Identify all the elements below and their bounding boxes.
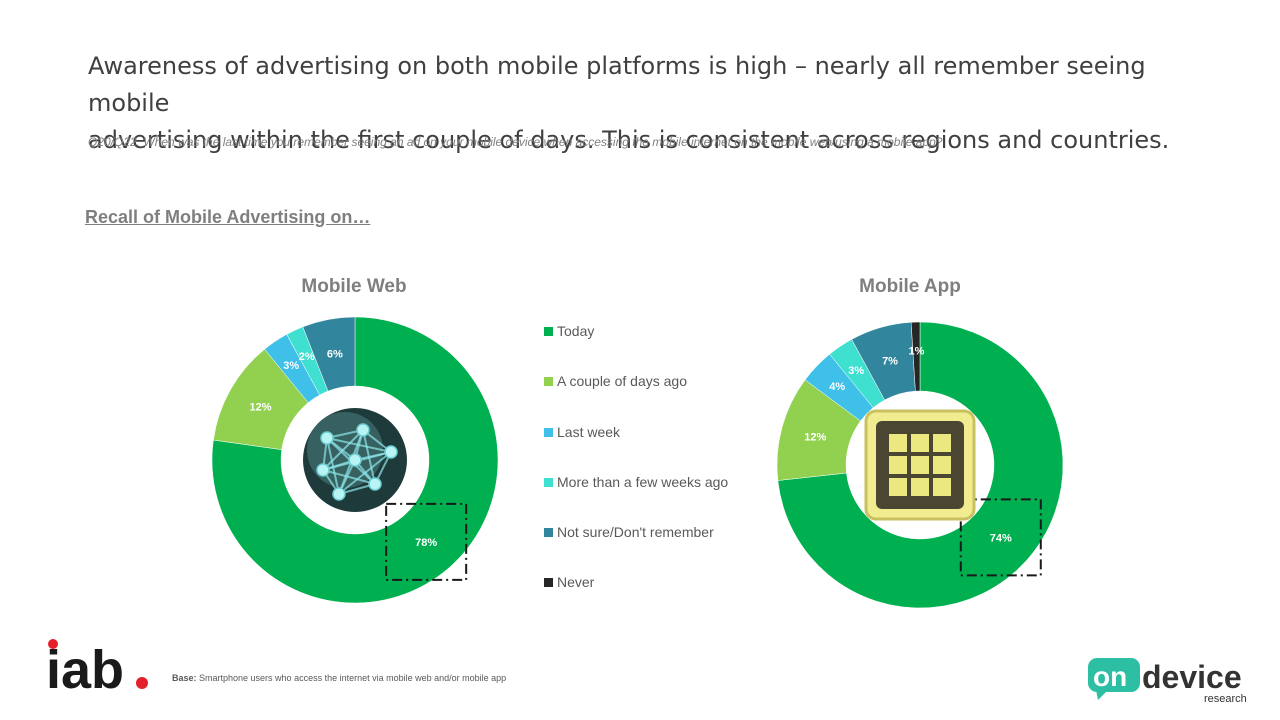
legend-swatch: [544, 578, 553, 588]
legend-swatch: [544, 327, 553, 336]
ondevice-research-logo: on device research: [1088, 658, 1247, 705]
data-label-never: 1%: [908, 346, 924, 358]
legend-item-couple-days: A couple of days ago: [544, 373, 728, 423]
highlight-box: [385, 502, 468, 581]
data-label-last-week: 3%: [283, 360, 299, 372]
iab-logo-dot: [48, 639, 58, 649]
data-label-last-week: 4%: [829, 381, 845, 393]
legend-label: Last week: [557, 423, 621, 440]
footer-base-text: Smartphone users who access the internet…: [196, 673, 507, 683]
donut-slice-not-sure-don-t-remember: [302, 316, 356, 392]
mobile-app-donut-chart: 74% 12% 4%3% 7% 1%: [776, 321, 1064, 609]
data-label-not-sure-don-t-remember: 6%: [327, 348, 343, 360]
data-label-a-couple-of-days-ago: 12%: [804, 432, 826, 444]
footer-base-note: Base: Smartphone users who access the in…: [172, 673, 506, 683]
legend-swatch: [544, 477, 553, 487]
data-label-today: 74%: [990, 532, 1012, 544]
app-grid-icon: [864, 409, 976, 521]
legend-item-last-week: Last week: [544, 424, 728, 474]
iab-logo-period: [136, 677, 148, 689]
legend-item-today: Today: [544, 323, 728, 373]
legend-swatch: [544, 528, 553, 538]
mobile-web-chart-title: Mobile Web: [301, 276, 407, 297]
mobile-web-donut-chart: 78% 12% 3%2% 6%: [211, 316, 499, 604]
survey-question: Q20/Q22. When was the last time you reme…: [88, 135, 943, 149]
legend-label: Not sure/Don't remember: [557, 524, 714, 541]
data-label-more-than-a-few-weeks-ago: 2%: [299, 351, 315, 363]
ondevice-logo-on: on: [1093, 661, 1127, 692]
headline-line-2: advertising within the first couple of d…: [88, 126, 1170, 154]
headline: Awareness of advertising on both mobile …: [88, 48, 1208, 159]
data-label-not-sure-don-t-remember: 7%: [882, 356, 898, 368]
data-label-more-than-a-few-weeks-ago: 3%: [848, 365, 864, 377]
headline-line-1: Awareness of advertising on both mobile …: [88, 52, 1146, 117]
donut-slice-today: [211, 316, 499, 604]
legend-label: Today: [557, 323, 595, 339]
iab-logo: iab: [46, 639, 148, 698]
footer-base-label: Base:: [172, 673, 197, 683]
ondevice-logo-device: device: [1142, 659, 1242, 695]
section-title: Recall of Mobile Advertising on…: [85, 207, 371, 227]
legend-swatch: [544, 427, 553, 437]
donut-slice-today: [777, 321, 1064, 609]
data-label-a-couple-of-days-ago: 12%: [249, 402, 271, 414]
donut-slice-never: [910, 321, 921, 392]
ondevice-logo-bubble-tail: [1096, 690, 1108, 700]
globe-network-icon: [303, 408, 407, 512]
legend-item-never: Never: [544, 574, 728, 624]
iab-logo-text: iab: [46, 640, 124, 698]
chart-legend: Today A couple of days ago Last week Mor…: [544, 323, 728, 625]
legend-label: More than a few weeks ago: [557, 473, 729, 490]
mobile-app-chart-title: Mobile App: [859, 276, 961, 297]
data-label-today: 78%: [415, 537, 437, 549]
legend-item-not-sure: Not sure/Don't remember: [544, 524, 728, 574]
legend-label: A couple of days ago: [557, 373, 687, 390]
ondevice-logo-research: research: [1204, 693, 1247, 705]
legend-label: Never: [557, 574, 595, 591]
legend-item-few-weeks: More than a few weeks ago: [544, 474, 728, 524]
ondevice-logo-bubble: [1088, 658, 1140, 692]
legend-swatch: [544, 377, 553, 387]
